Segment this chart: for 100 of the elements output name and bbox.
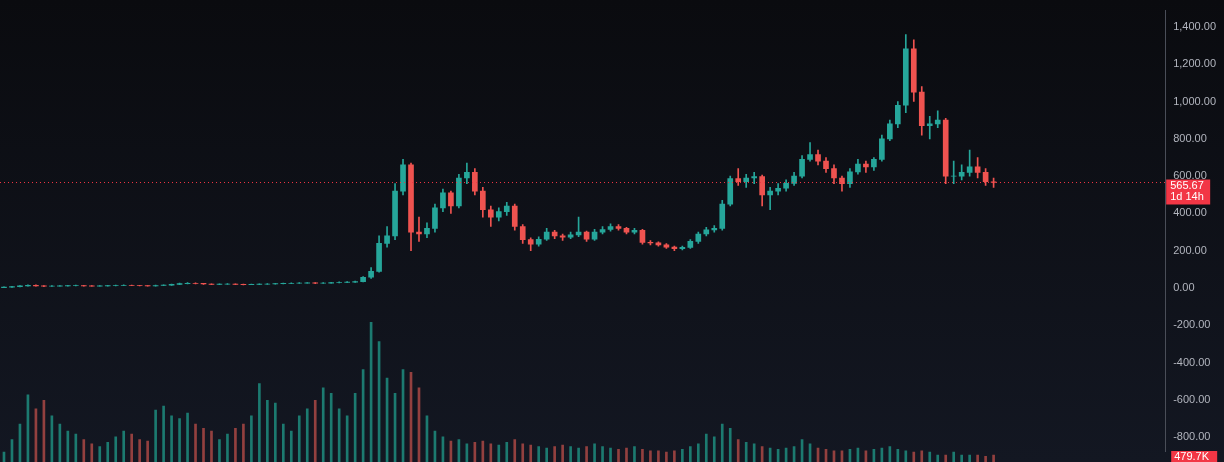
bar bbox=[521, 443, 525, 462]
bar bbox=[305, 408, 309, 462]
y-tick-label: -400.00 bbox=[1173, 355, 1211, 368]
text: 1d 14h bbox=[1170, 189, 1204, 202]
bar bbox=[625, 447, 628, 462]
bar bbox=[122, 430, 126, 462]
bar bbox=[497, 444, 501, 462]
bar bbox=[138, 439, 141, 462]
y-tick-label: 1,200.00 bbox=[1173, 57, 1217, 70]
bar bbox=[170, 415, 173, 462]
bar bbox=[968, 454, 971, 462]
bar bbox=[202, 428, 205, 462]
bar bbox=[976, 454, 979, 462]
bar bbox=[657, 450, 660, 462]
bar bbox=[712, 436, 716, 462]
bar bbox=[920, 450, 924, 462]
bar bbox=[984, 456, 987, 462]
bar bbox=[505, 442, 509, 462]
bar bbox=[194, 423, 197, 462]
bar bbox=[896, 449, 900, 462]
bar bbox=[936, 454, 940, 462]
bar bbox=[130, 433, 134, 462]
candlestick bbox=[328, 281, 335, 284]
bar bbox=[689, 446, 692, 462]
bar bbox=[744, 442, 748, 462]
bar bbox=[609, 447, 612, 462]
text: 479.7K bbox=[1174, 450, 1210, 462]
y-tick-label: 1,000.00 bbox=[1173, 94, 1217, 107]
bar bbox=[633, 446, 636, 462]
bar bbox=[952, 451, 956, 462]
bar bbox=[226, 433, 229, 462]
bar bbox=[617, 449, 620, 462]
bar bbox=[553, 446, 556, 462]
bar bbox=[736, 439, 740, 462]
bar bbox=[218, 439, 221, 462]
bar bbox=[186, 412, 189, 462]
bar bbox=[696, 443, 700, 462]
bar bbox=[545, 447, 549, 462]
bar bbox=[114, 436, 118, 462]
candlestick bbox=[65, 284, 71, 287]
y-tick-label: 400.00 bbox=[1173, 206, 1207, 219]
candlestick bbox=[9, 285, 15, 288]
bar bbox=[321, 387, 325, 462]
bar bbox=[178, 418, 181, 462]
bar bbox=[258, 383, 261, 462]
bar bbox=[234, 428, 237, 462]
y-tick-label: 1,400.00 bbox=[1173, 19, 1217, 32]
bar bbox=[90, 443, 94, 462]
bar bbox=[210, 430, 213, 462]
bar bbox=[242, 423, 245, 462]
bar bbox=[912, 451, 916, 462]
bar bbox=[98, 446, 102, 462]
bar bbox=[665, 451, 668, 462]
candlestick bbox=[104, 284, 111, 287]
bar bbox=[601, 446, 604, 462]
bar bbox=[106, 442, 110, 462]
bar bbox=[569, 446, 572, 462]
bar bbox=[752, 443, 756, 462]
bar bbox=[649, 450, 652, 462]
bar bbox=[313, 400, 317, 462]
bar bbox=[577, 447, 580, 462]
bar bbox=[489, 443, 493, 462]
bar bbox=[154, 409, 157, 462]
bar bbox=[329, 393, 333, 462]
bar bbox=[146, 440, 149, 462]
bar bbox=[250, 415, 253, 462]
bar bbox=[681, 449, 684, 462]
bar bbox=[74, 433, 78, 462]
bar bbox=[673, 450, 676, 462]
bar bbox=[529, 444, 533, 462]
bar bbox=[537, 446, 541, 462]
bar bbox=[641, 449, 644, 462]
bar bbox=[561, 444, 564, 462]
bar bbox=[337, 408, 341, 462]
bar bbox=[992, 454, 995, 462]
bar bbox=[904, 450, 908, 462]
y-tick-label: 200.00 bbox=[1173, 243, 1207, 256]
y-tick-label: -600.00 bbox=[1173, 393, 1211, 406]
y-tick-label: -800.00 bbox=[1173, 430, 1211, 443]
bar bbox=[82, 439, 86, 462]
y-tick-label: 0.00 bbox=[1173, 281, 1195, 294]
bar bbox=[281, 423, 285, 462]
bar bbox=[720, 423, 724, 462]
bar bbox=[593, 443, 596, 462]
candlestick bbox=[80, 284, 87, 287]
bar bbox=[162, 405, 165, 462]
bar bbox=[513, 439, 517, 462]
bar bbox=[960, 454, 963, 462]
bar bbox=[585, 446, 588, 462]
y-tick-label: -200.00 bbox=[1173, 318, 1211, 331]
bar bbox=[297, 415, 301, 462]
bar bbox=[944, 454, 948, 462]
bar bbox=[728, 428, 732, 462]
bar bbox=[289, 430, 293, 462]
bar bbox=[704, 433, 708, 462]
bar bbox=[274, 402, 277, 462]
candlestick bbox=[344, 281, 350, 284]
bar bbox=[928, 451, 932, 462]
bar bbox=[266, 400, 269, 462]
y-tick-label: 800.00 bbox=[1173, 131, 1207, 144]
